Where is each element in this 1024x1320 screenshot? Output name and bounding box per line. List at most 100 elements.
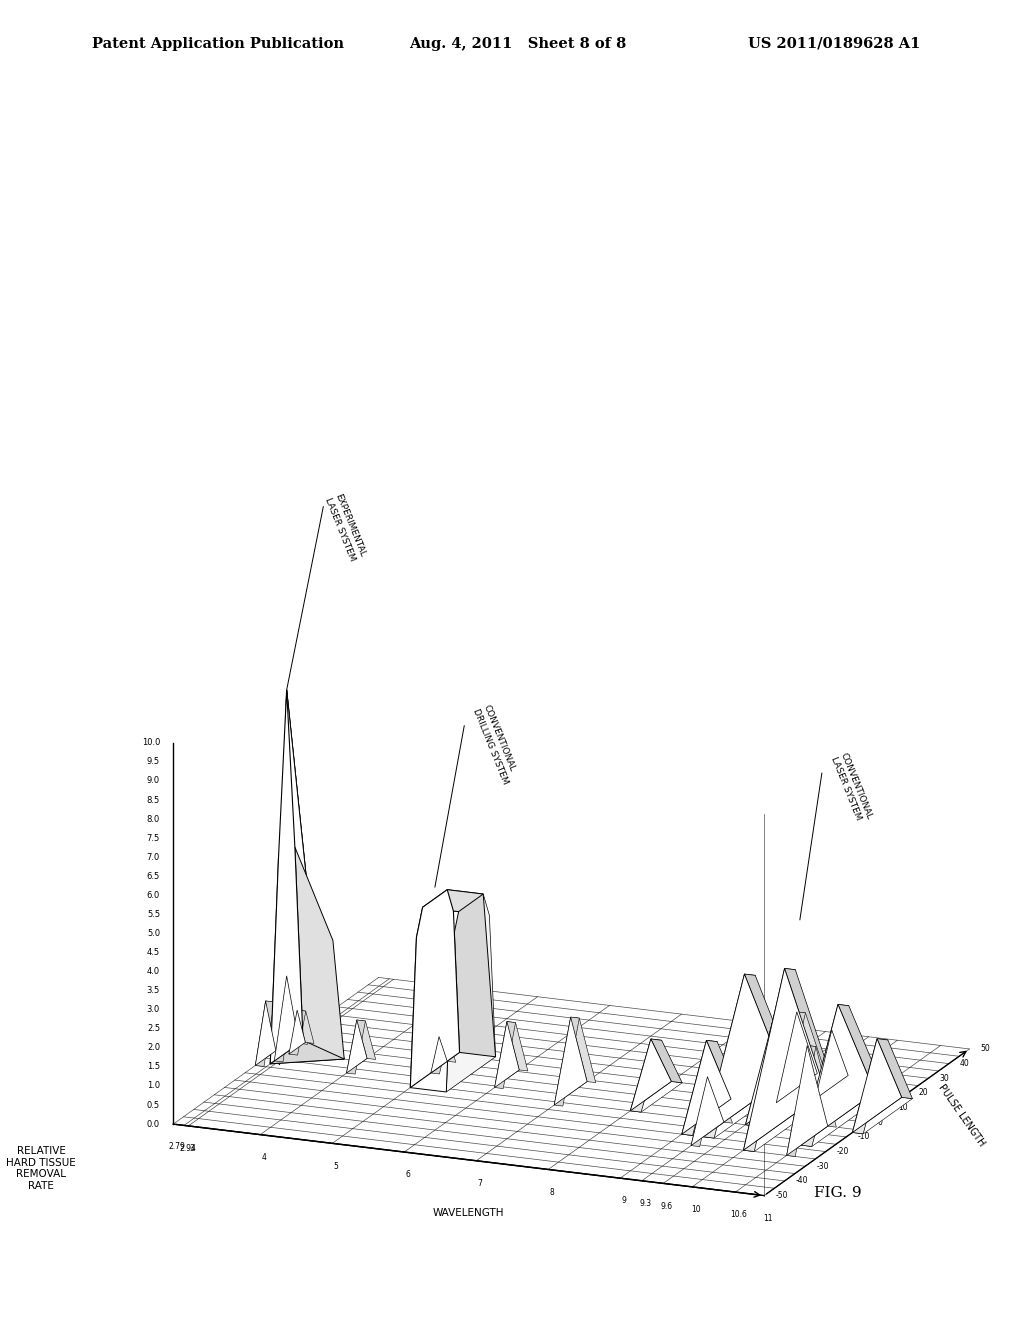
Text: 6.0: 6.0	[146, 891, 160, 900]
Text: US 2011/0189628 A1: US 2011/0189628 A1	[748, 37, 920, 50]
Text: 4.0: 4.0	[146, 968, 160, 975]
Polygon shape	[270, 690, 303, 1064]
Polygon shape	[411, 890, 460, 1088]
Polygon shape	[815, 1030, 841, 1100]
Polygon shape	[651, 1039, 682, 1082]
Text: 1.0: 1.0	[146, 1081, 160, 1090]
Polygon shape	[495, 1022, 515, 1089]
Text: CONVENTIONAL
LASER SYSTEM: CONVENTIONAL LASER SYSTEM	[829, 751, 873, 825]
Polygon shape	[423, 890, 483, 912]
Text: EXPERIMENTAL
LASER SYSTEM: EXPERIMENTAL LASER SYSTEM	[324, 492, 367, 562]
Text: 10.6: 10.6	[730, 1210, 748, 1220]
Polygon shape	[255, 1001, 274, 1067]
Polygon shape	[280, 690, 312, 956]
Polygon shape	[554, 1016, 580, 1106]
Text: 2.79: 2.79	[169, 1142, 185, 1151]
Polygon shape	[439, 1036, 456, 1063]
Polygon shape	[280, 690, 287, 1065]
Polygon shape	[786, 1045, 827, 1155]
Polygon shape	[287, 690, 312, 1052]
Text: 8.5: 8.5	[146, 796, 160, 805]
Polygon shape	[807, 1045, 837, 1127]
Polygon shape	[631, 1081, 682, 1113]
Polygon shape	[265, 1001, 285, 1052]
Text: 3.5: 3.5	[146, 986, 160, 995]
Polygon shape	[815, 1030, 848, 1098]
Polygon shape	[447, 890, 496, 1057]
Text: -20: -20	[837, 1147, 849, 1156]
Polygon shape	[289, 1010, 305, 1055]
Polygon shape	[691, 1077, 716, 1147]
Polygon shape	[801, 1093, 886, 1147]
Text: 4.5: 4.5	[146, 948, 160, 957]
Polygon shape	[682, 1040, 717, 1135]
Polygon shape	[797, 1012, 826, 1074]
Text: PULSE LENGTH: PULSE LENGTH	[937, 1082, 987, 1148]
Polygon shape	[270, 1040, 344, 1064]
Polygon shape	[743, 969, 796, 1151]
Text: 0: 0	[878, 1118, 883, 1127]
Polygon shape	[831, 1030, 857, 1077]
Polygon shape	[852, 1039, 902, 1133]
Text: 7.0: 7.0	[146, 853, 160, 862]
Polygon shape	[297, 1010, 314, 1043]
Text: 7.5: 7.5	[146, 834, 160, 842]
Text: 9.3: 9.3	[639, 1199, 651, 1208]
Polygon shape	[255, 1001, 275, 1065]
Polygon shape	[703, 974, 785, 1137]
Polygon shape	[703, 1078, 797, 1138]
Polygon shape	[446, 894, 496, 1092]
Polygon shape	[554, 1016, 587, 1105]
Polygon shape	[745, 1007, 807, 1125]
Polygon shape	[631, 1039, 672, 1111]
Text: 1.5: 1.5	[146, 1063, 160, 1072]
Text: 9.5: 9.5	[146, 758, 160, 767]
Polygon shape	[776, 1012, 817, 1102]
Polygon shape	[346, 1020, 366, 1074]
Polygon shape	[346, 1020, 367, 1073]
Text: 10: 10	[898, 1104, 908, 1113]
Text: Aug. 4, 2011   Sheet 8 of 8: Aug. 4, 2011 Sheet 8 of 8	[410, 37, 627, 50]
Text: RELATIVE
HARD TISSUE
REMOVAL
RATE: RELATIVE HARD TISSUE REMOVAL RATE	[6, 1146, 76, 1191]
Text: CONVENTIONAL
DRILLING SYSTEM: CONVENTIONAL DRILLING SYSTEM	[472, 704, 520, 785]
Text: 0.5: 0.5	[146, 1101, 160, 1110]
Polygon shape	[411, 907, 459, 1092]
Polygon shape	[631, 1039, 662, 1113]
Text: 0.0: 0.0	[146, 1119, 160, 1129]
Polygon shape	[708, 1077, 732, 1123]
Polygon shape	[877, 1039, 912, 1098]
Text: FIG. 9: FIG. 9	[814, 1187, 862, 1200]
Polygon shape	[703, 974, 756, 1138]
Text: 40: 40	[959, 1059, 970, 1068]
Polygon shape	[852, 1097, 912, 1134]
Polygon shape	[295, 847, 344, 1059]
Polygon shape	[682, 1100, 741, 1135]
Text: 50: 50	[980, 1044, 990, 1053]
Polygon shape	[270, 690, 312, 1064]
Text: 2.94: 2.94	[179, 1143, 197, 1152]
Text: 3.0: 3.0	[146, 1006, 160, 1014]
Polygon shape	[707, 1040, 741, 1101]
Polygon shape	[744, 974, 797, 1080]
Text: WAVELENGTH: WAVELENGTH	[433, 1208, 505, 1218]
Text: 5: 5	[334, 1162, 338, 1171]
Text: -30: -30	[816, 1162, 828, 1171]
Polygon shape	[743, 1092, 837, 1151]
Text: 3: 3	[189, 1144, 195, 1154]
Text: -50: -50	[775, 1191, 787, 1200]
Polygon shape	[431, 1036, 447, 1074]
Text: -10: -10	[857, 1133, 869, 1142]
Text: 2.5: 2.5	[146, 1024, 160, 1034]
Polygon shape	[743, 969, 825, 1150]
Text: 7: 7	[477, 1179, 482, 1188]
Polygon shape	[570, 1016, 596, 1082]
Polygon shape	[745, 1007, 787, 1126]
Polygon shape	[287, 975, 307, 1044]
Text: 5.5: 5.5	[146, 909, 160, 919]
Text: 11: 11	[763, 1214, 772, 1222]
Text: 8: 8	[550, 1188, 554, 1197]
Text: 9.0: 9.0	[146, 776, 160, 785]
Text: 9.6: 9.6	[660, 1201, 673, 1210]
Text: 10: 10	[691, 1205, 700, 1214]
Text: 6: 6	[406, 1171, 411, 1179]
